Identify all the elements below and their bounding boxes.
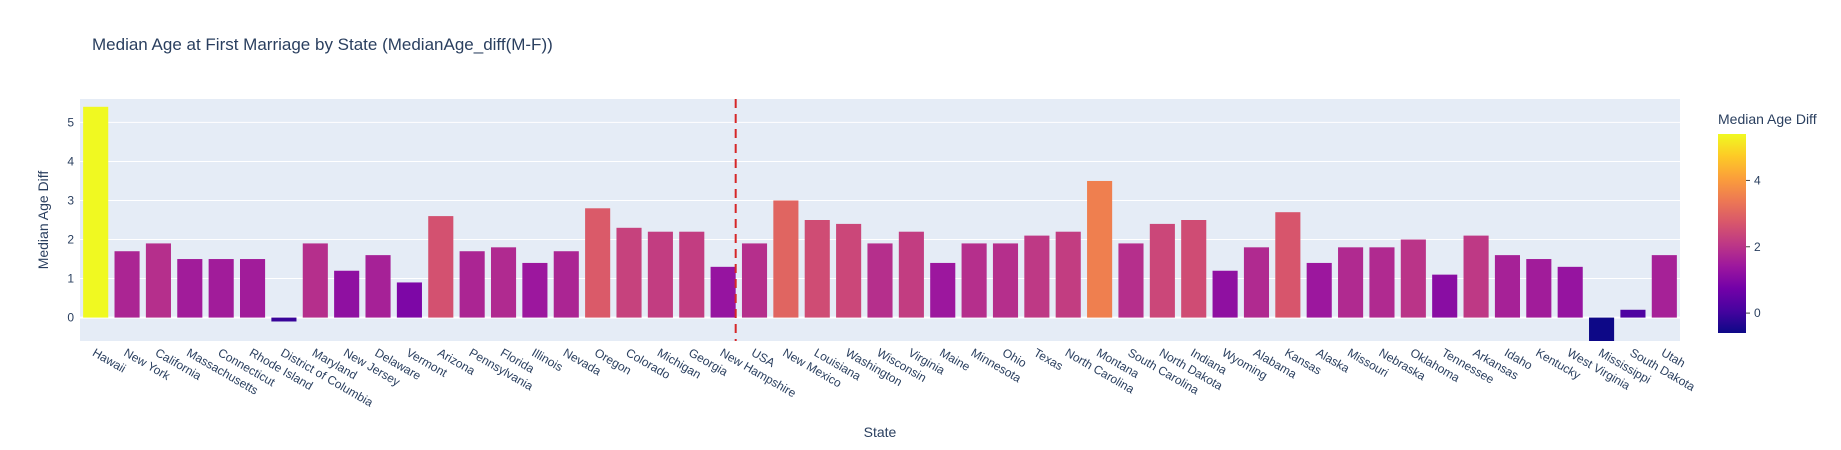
bar: [1494, 255, 1520, 318]
bar: [1589, 317, 1615, 341]
bar: [616, 227, 642, 318]
colorbar-ticks: 0 2 4: [1746, 173, 1761, 320]
bar: [647, 231, 673, 318]
bar: [1149, 223, 1175, 318]
y-tick-label: 2: [67, 233, 74, 247]
bar: [710, 266, 736, 318]
y-tick-label: 0: [67, 311, 74, 325]
colorbar: Median Age Diff 0 2 4: [1718, 111, 1817, 333]
bar: [679, 231, 705, 318]
bar: [1055, 231, 1081, 318]
bar: [271, 317, 297, 322]
y-tick-label: 4: [67, 154, 74, 168]
bar: [992, 243, 1019, 318]
x-tick-label: Hawaii: [90, 345, 128, 375]
bar: [1432, 274, 1458, 318]
colorbar-tick-label: 0: [1754, 306, 1761, 320]
chart-title: Median Age at First Marriage by State (M…: [92, 35, 553, 54]
bar: [396, 282, 422, 318]
y-axis-ticks: 0 1 2 3 4 5: [67, 115, 74, 324]
bar: [302, 243, 328, 318]
bar: [1400, 239, 1426, 318]
x-tick-label: Texas: [1031, 345, 1065, 373]
bar: [1463, 235, 1489, 318]
bar: [1306, 262, 1332, 318]
bar: [773, 200, 799, 318]
bar: [836, 223, 862, 318]
y-tick-label: 3: [67, 193, 74, 207]
bar: [867, 243, 893, 318]
bar: [961, 243, 987, 318]
bar: [1118, 243, 1144, 318]
bar: [1620, 309, 1646, 318]
bar: [459, 251, 485, 318]
bar: [177, 259, 203, 318]
y-tick-label: 1: [67, 272, 74, 286]
x-tick-label: Illinois: [529, 345, 565, 374]
bar: [1243, 247, 1270, 318]
bar: [1087, 180, 1113, 318]
bar: [490, 247, 517, 318]
bar: [804, 220, 830, 318]
bar: [334, 270, 360, 318]
bar: [1526, 259, 1552, 318]
bars: [83, 106, 1677, 341]
bar: [1024, 235, 1050, 318]
bar: [83, 106, 109, 318]
bar: [428, 216, 454, 318]
bar: [1557, 266, 1583, 318]
bar: [1651, 255, 1677, 318]
bar: [1275, 212, 1301, 318]
bar: [240, 259, 266, 318]
bar: [1338, 247, 1364, 318]
y-tick-label: 5: [67, 115, 74, 129]
bar: [898, 231, 924, 318]
bar: [1212, 270, 1238, 318]
bar: [365, 255, 391, 318]
bar: [553, 251, 579, 318]
bar: [145, 243, 171, 318]
colorbar-tick-label: 4: [1754, 173, 1761, 187]
bar: [741, 243, 768, 318]
bar: [585, 208, 611, 318]
colorbar-title: Median Age Diff: [1718, 111, 1817, 127]
bar: [930, 262, 956, 318]
bar: [1369, 247, 1395, 318]
bar: [114, 251, 140, 318]
x-axis-title: State: [864, 424, 897, 440]
bar: [1181, 220, 1207, 318]
bar: [522, 262, 548, 318]
y-axis-title: Median Age Diff: [35, 171, 51, 270]
colorbar-tick-label: 2: [1754, 240, 1761, 254]
bar: [208, 259, 234, 318]
colorbar-gradient: [1718, 134, 1746, 333]
